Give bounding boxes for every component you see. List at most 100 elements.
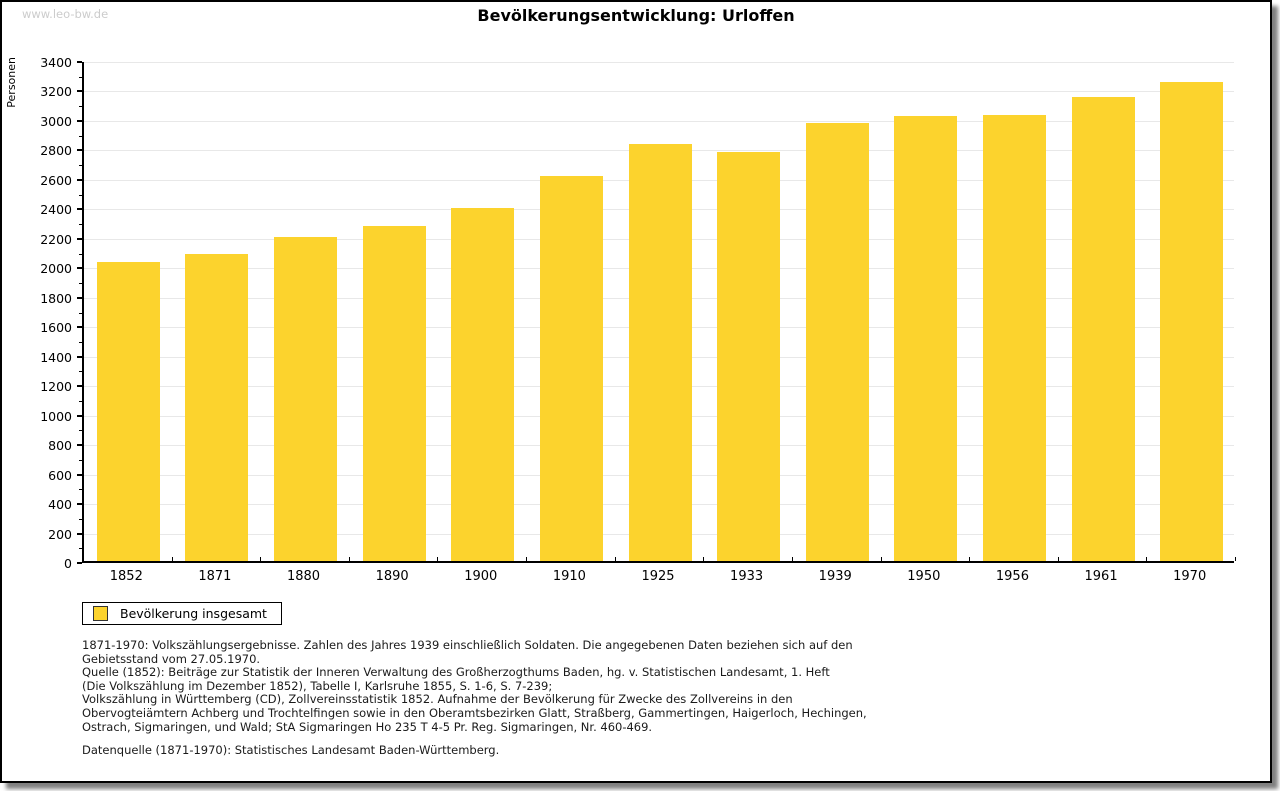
y-tick	[79, 489, 82, 491]
y-tick	[77, 208, 82, 211]
y-tick-label: 2800	[40, 143, 72, 159]
source-notes: 1871-1970: Volkszählungsergebnisse. Zahl…	[82, 638, 1222, 734]
y-tick	[77, 90, 82, 93]
x-tick-label: 1880	[286, 569, 321, 584]
x-tick-label: 1939	[818, 569, 852, 584]
x-tick	[171, 557, 173, 561]
y-tick	[77, 562, 82, 564]
y-tick	[77, 414, 82, 417]
y-tick	[79, 518, 82, 520]
y-tick-label: 800	[48, 438, 72, 454]
x-tick-label: 1852	[109, 569, 143, 584]
gridline	[84, 91, 1234, 93]
note-line: Gebietsstand vom 27.05.1970.	[82, 651, 261, 666]
x-tick-label: 1900	[464, 569, 498, 584]
y-tick	[79, 76, 82, 78]
x-tick	[526, 557, 528, 561]
y-tick	[79, 548, 82, 550]
bar	[96, 261, 160, 561]
y-tick	[79, 165, 82, 167]
y-tick-label: 400	[48, 497, 72, 513]
note-line: Quelle (1852): Beiträge zur Statistik de…	[82, 665, 830, 680]
x-tick-label: 1890	[375, 569, 409, 584]
x-tick-label: 1910	[552, 569, 586, 584]
x-tick-label: 1933	[730, 569, 764, 584]
y-tick-label: 2400	[40, 202, 72, 218]
y-tick	[77, 473, 82, 476]
y-tick	[77, 119, 82, 122]
bar	[451, 208, 515, 561]
x-tick	[969, 557, 971, 561]
y-tick	[79, 400, 82, 402]
bar	[982, 114, 1046, 561]
y-tick	[77, 326, 82, 329]
x-tick	[437, 557, 439, 561]
y-tick	[79, 253, 82, 255]
x-tick	[1235, 557, 1236, 561]
y-tick	[79, 341, 82, 343]
y-tick-label: 3200	[40, 84, 72, 100]
page-title: Bevölkerungsentwicklung: Urloffen	[477, 6, 795, 25]
y-tick-label: 1200	[40, 379, 72, 395]
y-tick	[79, 459, 82, 461]
y-tick	[79, 312, 82, 314]
y-tick	[77, 267, 82, 270]
y-tick-label: 1600	[40, 320, 72, 336]
y-tick	[77, 532, 82, 535]
bar	[628, 144, 692, 561]
bar	[539, 175, 603, 561]
y-tick-label: 3000	[40, 113, 72, 129]
y-tick	[77, 355, 82, 358]
note-line: Ostrach, Sigmaringen, und Wald; StA Sigm…	[82, 719, 653, 734]
y-tick-label: 1800	[40, 290, 72, 306]
x-tick-label: 1871	[198, 569, 232, 584]
y-tick	[79, 106, 82, 108]
y-tick-label: 200	[48, 526, 72, 542]
datasource-note: Datenquelle (1871-1970): Statistisches L…	[82, 743, 500, 757]
y-tick-label: 1400	[40, 349, 72, 365]
gridline	[84, 120, 1234, 122]
y-tick	[79, 430, 82, 432]
x-tick	[791, 557, 793, 561]
x-tick	[703, 557, 705, 561]
y-tick-label: 3400	[40, 55, 72, 70]
x-tick-label: 1925	[641, 569, 675, 584]
bar	[274, 236, 338, 561]
gridline	[84, 62, 1234, 63]
y-tick	[77, 296, 82, 299]
x-tick	[348, 557, 350, 561]
x-tick	[1146, 557, 1148, 561]
y-tick	[77, 61, 82, 63]
bar	[717, 152, 781, 561]
bar	[362, 225, 426, 561]
x-tick-label: 1970	[1173, 569, 1207, 584]
bar	[894, 116, 958, 561]
plot-area	[77, 61, 1236, 564]
y-tick	[79, 224, 82, 226]
y-tick	[79, 371, 82, 373]
x-tick-label: 1956	[995, 569, 1029, 584]
legend-label: Bevölkerung insgesamt	[120, 606, 267, 621]
y-tick	[77, 444, 82, 447]
bar	[185, 253, 249, 561]
bar	[1071, 96, 1135, 561]
y-tick-label: 2000	[40, 261, 72, 277]
y-tick-label: 0	[64, 556, 72, 571]
y-tick	[77, 385, 82, 388]
y-tick-label: 1000	[40, 408, 72, 424]
y-tick	[79, 194, 82, 196]
y-tick	[77, 503, 82, 506]
x-tick	[880, 557, 882, 561]
bar	[1160, 82, 1224, 561]
y-tick	[77, 178, 82, 181]
y-tick	[79, 283, 82, 285]
y-tick	[77, 149, 82, 152]
y-tick	[79, 135, 82, 137]
bar	[805, 123, 869, 561]
x-tick	[1057, 557, 1059, 561]
y-tick-label: 2200	[40, 231, 72, 247]
note-line: (Die Volkszählung im Dezember 1852), Tab…	[82, 678, 553, 693]
y-tick-label: 600	[48, 467, 72, 483]
note-line: Obervogteiämtern Achberg und Trochtelfin…	[82, 705, 867, 720]
